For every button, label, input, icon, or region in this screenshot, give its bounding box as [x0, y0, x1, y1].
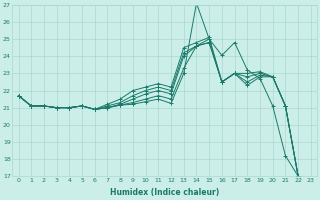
X-axis label: Humidex (Indice chaleur): Humidex (Indice chaleur) [110, 188, 219, 197]
